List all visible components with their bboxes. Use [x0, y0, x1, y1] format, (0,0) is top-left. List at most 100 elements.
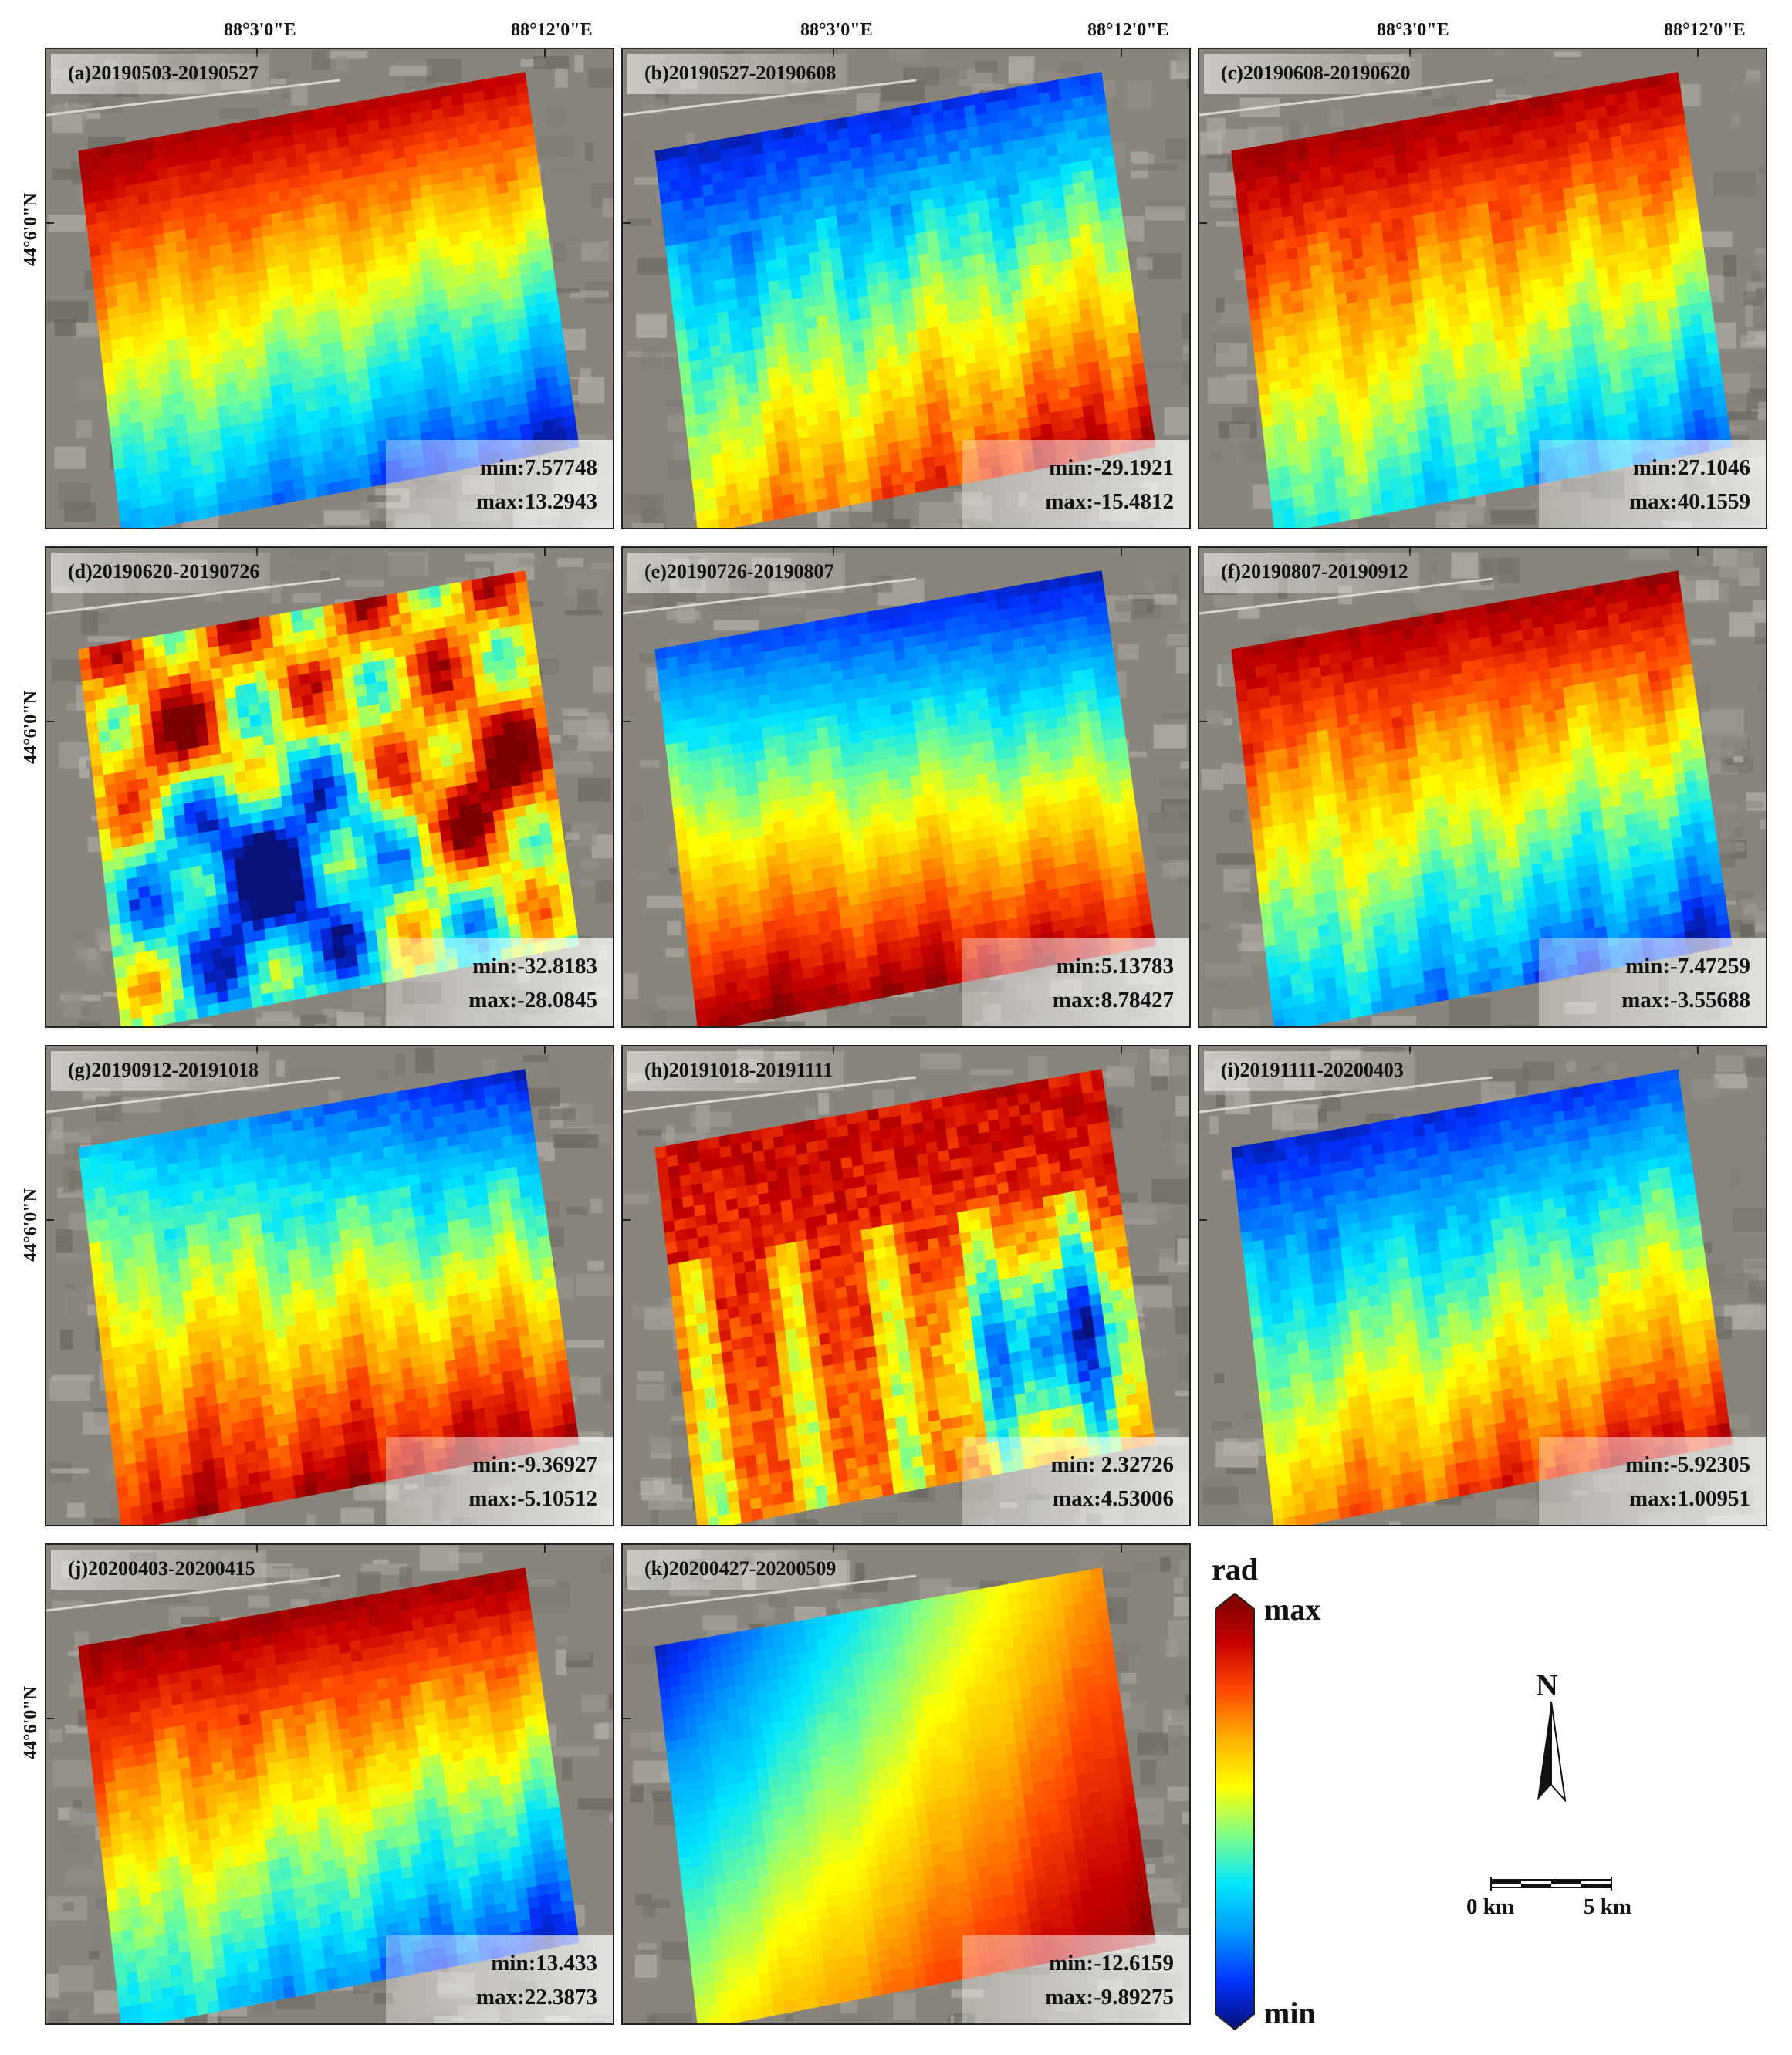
scale-bar [1490, 1877, 1612, 1891]
panel-min-a: min:7.57748 [479, 455, 597, 480]
panel-min-d: min:-32.8183 [472, 954, 597, 978]
top-tick-2 [1121, 1545, 1122, 1553]
legend: rad max min N 0 km 5 km [1212, 1551, 1783, 2045]
top-tick-2 [1697, 1046, 1699, 1054]
top-tick-1 [256, 1046, 258, 1054]
panel-max-b: max:-15.4812 [1045, 489, 1174, 514]
map-panel-e: (e)20190726-20190807 min:5.13783 max:8.784… [621, 546, 1191, 1028]
panel-stats-a: min:7.57748 max:13.2943 [386, 440, 613, 528]
left-tick [1199, 222, 1207, 224]
colorbar [1215, 1592, 1255, 2031]
left-tick [46, 1219, 54, 1221]
top-lon-label-2: 88°12'0"E [511, 20, 593, 40]
panel-stats-j: min:13.433 max:22.3873 [386, 1935, 613, 2023]
panel-title-g: (g)20190912-20191018 [51, 1051, 269, 1091]
top-lon-label-6: 88°12'0"E [1664, 20, 1746, 40]
panel-max-d: max:-28.0845 [468, 988, 597, 1012]
panel-min-b: min:-29.1921 [1049, 455, 1174, 480]
side-lat-label-1: 44°6'0"N [21, 193, 41, 266]
top-tick-2 [1121, 49, 1122, 57]
map-raster-e [623, 548, 1189, 1026]
left-tick [1199, 721, 1207, 722]
left-tick [46, 222, 54, 224]
map-panel-g: (g)20190912-20191018 min:-9.36927 max:-5.1… [45, 1045, 614, 1526]
left-tick [623, 1718, 631, 1719]
panel-stats-c: min:27.1046 max:40.1559 [1539, 440, 1766, 528]
panel-title-a: (a)20190503-20190527 [51, 54, 269, 94]
north-label: N [1536, 1668, 1558, 1702]
panel-stats-h: min: 2.32726 max:4.53006 [962, 1437, 1189, 1525]
panel-stats-k: min:-12.6159 max:-9.89275 [962, 1935, 1189, 2023]
left-tick [46, 1718, 54, 1719]
top-tick-1 [833, 1545, 834, 1553]
map-panel-a: (a)20190503-20190527 min:7.57748 max:13.29… [45, 48, 614, 529]
top-tick-1 [256, 1545, 258, 1553]
panel-title-i: (i)20191111-20200403 [1204, 1051, 1415, 1091]
top-tick-2 [1121, 1046, 1122, 1054]
panel-title-k: (k)20200427-20200509 [627, 1550, 847, 1590]
panel-min-j: min:13.433 [491, 1951, 597, 1976]
legend-unit: rad [1212, 1552, 1258, 1587]
map-panel-i: (i)20191111-20200403 min:-5.92305 max:1.00… [1198, 1045, 1767, 1526]
top-tick-2 [544, 1545, 546, 1553]
panel-min-c: min:27.1046 [1632, 455, 1750, 480]
panel-max-k: max:-9.89275 [1045, 1985, 1174, 2009]
panel-title-c: (c)20190608-20190620 [1204, 54, 1422, 94]
top-tick-2 [1697, 49, 1699, 57]
top-tick-1 [256, 49, 258, 57]
left-tick [623, 1219, 631, 1221]
side-lat-label-3: 44°6'0"N [21, 1188, 41, 1262]
map-raster-i [1199, 1046, 1766, 1525]
left-tick [623, 721, 631, 722]
legend-max-label: max [1264, 1592, 1321, 1627]
colorbar-shape [1215, 1592, 1255, 2031]
panel-stats-d: min:-32.8183 max:-28.0845 [386, 938, 613, 1026]
panel-max-c: max:40.1559 [1628, 489, 1750, 514]
panel-max-i: max:1.00951 [1628, 1486, 1750, 1511]
panel-stats-f: min:-7.47259 max:-3.55688 [1539, 938, 1766, 1026]
scale-end-label: 5 km [1584, 1894, 1632, 1919]
map-raster-a [46, 49, 613, 528]
panel-min-k: min:-12.6159 [1049, 1951, 1174, 1976]
side-lat-label-2: 44°6'0"N [21, 691, 41, 764]
panel-stats-e: min:5.13783 max:8.78427 [962, 938, 1189, 1026]
panel-min-e: min:5.13783 [1056, 954, 1174, 978]
left-tick [46, 721, 54, 722]
panel-max-g: max:-5.10512 [468, 1486, 597, 1511]
top-lon-label-4: 88°12'0"E [1087, 20, 1169, 40]
panel-max-f: max:-3.55688 [1621, 988, 1750, 1012]
north-arrow-icon [1537, 1702, 1567, 1802]
map-panel-b: (b)20190527-20190608 min:-29.1921 max:-15.… [621, 48, 1191, 529]
top-tick-2 [544, 1046, 546, 1054]
map-panel-k: (k)20200427-20200509 min:-12.6159 max:-9.8… [621, 1543, 1191, 2025]
top-tick-1 [833, 49, 834, 57]
panel-max-h: max:4.53006 [1052, 1486, 1174, 1511]
top-tick-1 [1409, 548, 1411, 556]
top-lon-label-5: 88°3'0"E [1377, 20, 1449, 40]
top-tick-2 [1697, 548, 1699, 556]
panel-max-j: max:22.3873 [475, 1985, 597, 2009]
top-tick-1 [1409, 49, 1411, 57]
left-tick [1199, 1219, 1207, 1221]
panel-stats-i: min:-5.92305 max:1.00951 [1539, 1437, 1766, 1525]
map-raster-f [1199, 548, 1766, 1026]
left-tick [623, 222, 631, 224]
panel-title-e: (e)20190726-20190807 [627, 553, 845, 593]
top-tick-2 [1121, 548, 1122, 556]
top-tick-1 [256, 548, 258, 556]
panel-stats-g: min:-9.36927 max:-5.10512 [386, 1437, 613, 1525]
panel-title-j: (j)20200403-20200415 [51, 1550, 266, 1590]
panel-max-a: max:13.2943 [475, 489, 597, 514]
top-lon-label-1: 88°3'0"E [224, 20, 296, 40]
panel-max-e: max:8.78427 [1052, 988, 1174, 1012]
top-tick-1 [1409, 1046, 1411, 1054]
map-panel-f: (f)20190807-20190912 min:-7.47259 max:-3.5… [1198, 546, 1767, 1028]
panel-title-f: (f)20190807-20190912 [1204, 553, 1419, 593]
legend-min-label: min [1264, 1996, 1316, 2030]
panel-min-g: min:-9.36927 [472, 1452, 597, 1477]
map-panel-c: (c)20190608-20190620 min:27.1046 max:40.15… [1198, 48, 1767, 529]
side-lat-label-4: 44°6'0"N [21, 1686, 41, 1759]
top-tick-1 [833, 548, 834, 556]
map-panel-j: (j)20200403-20200415 min:13.433 max:22.387… [45, 1543, 614, 2025]
panel-stats-b: min:-29.1921 max:-15.4812 [962, 440, 1189, 528]
